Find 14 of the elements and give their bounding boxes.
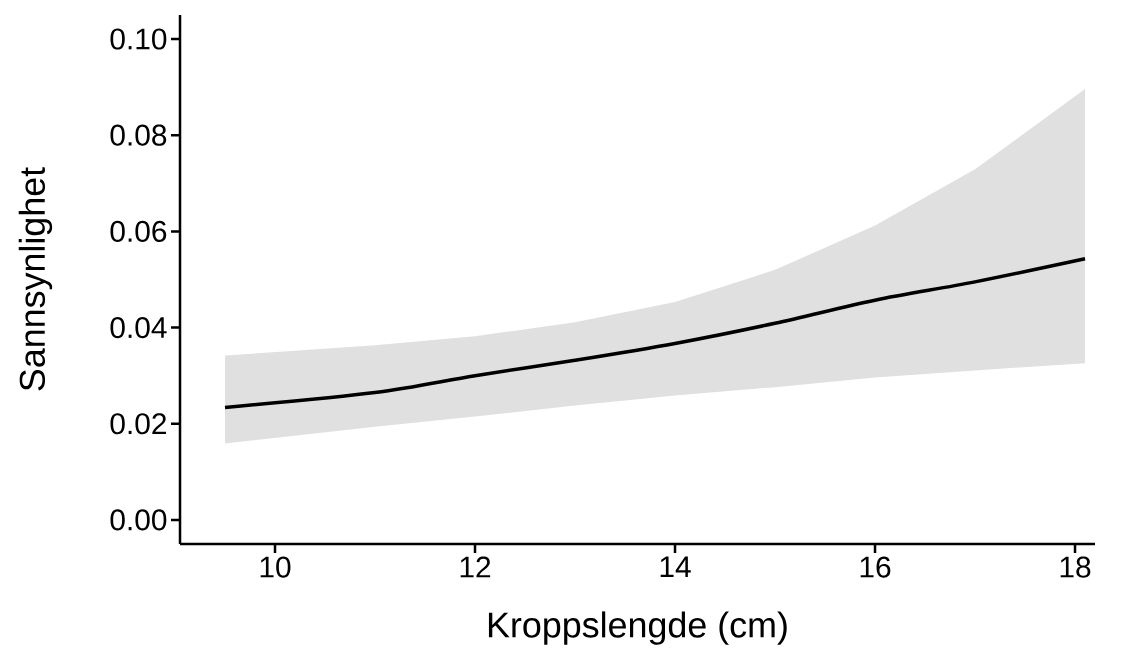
- y-tick-label: 0.08: [110, 124, 167, 146]
- x-tick-label: 18: [1060, 556, 1091, 578]
- y-tick-label: 0.06: [110, 220, 167, 242]
- x-tick-label: 10: [260, 556, 291, 578]
- y-tick-label: 0.00: [110, 509, 167, 531]
- y-tick-label: 0.04: [110, 316, 167, 339]
- y-tick-label: 0.10: [110, 28, 167, 50]
- line-series: [223, 257, 1087, 410]
- x-tick-label: 16: [860, 556, 891, 578]
- x-axis-title: Kroppslengde (cm): [488, 611, 787, 645]
- y-axis-title: Sannsynlighet: [18, 167, 53, 391]
- x-tick-label: 12: [460, 556, 491, 578]
- y-tick-label: 0.02: [110, 413, 166, 435]
- x-tick-label: 14: [660, 556, 691, 578]
